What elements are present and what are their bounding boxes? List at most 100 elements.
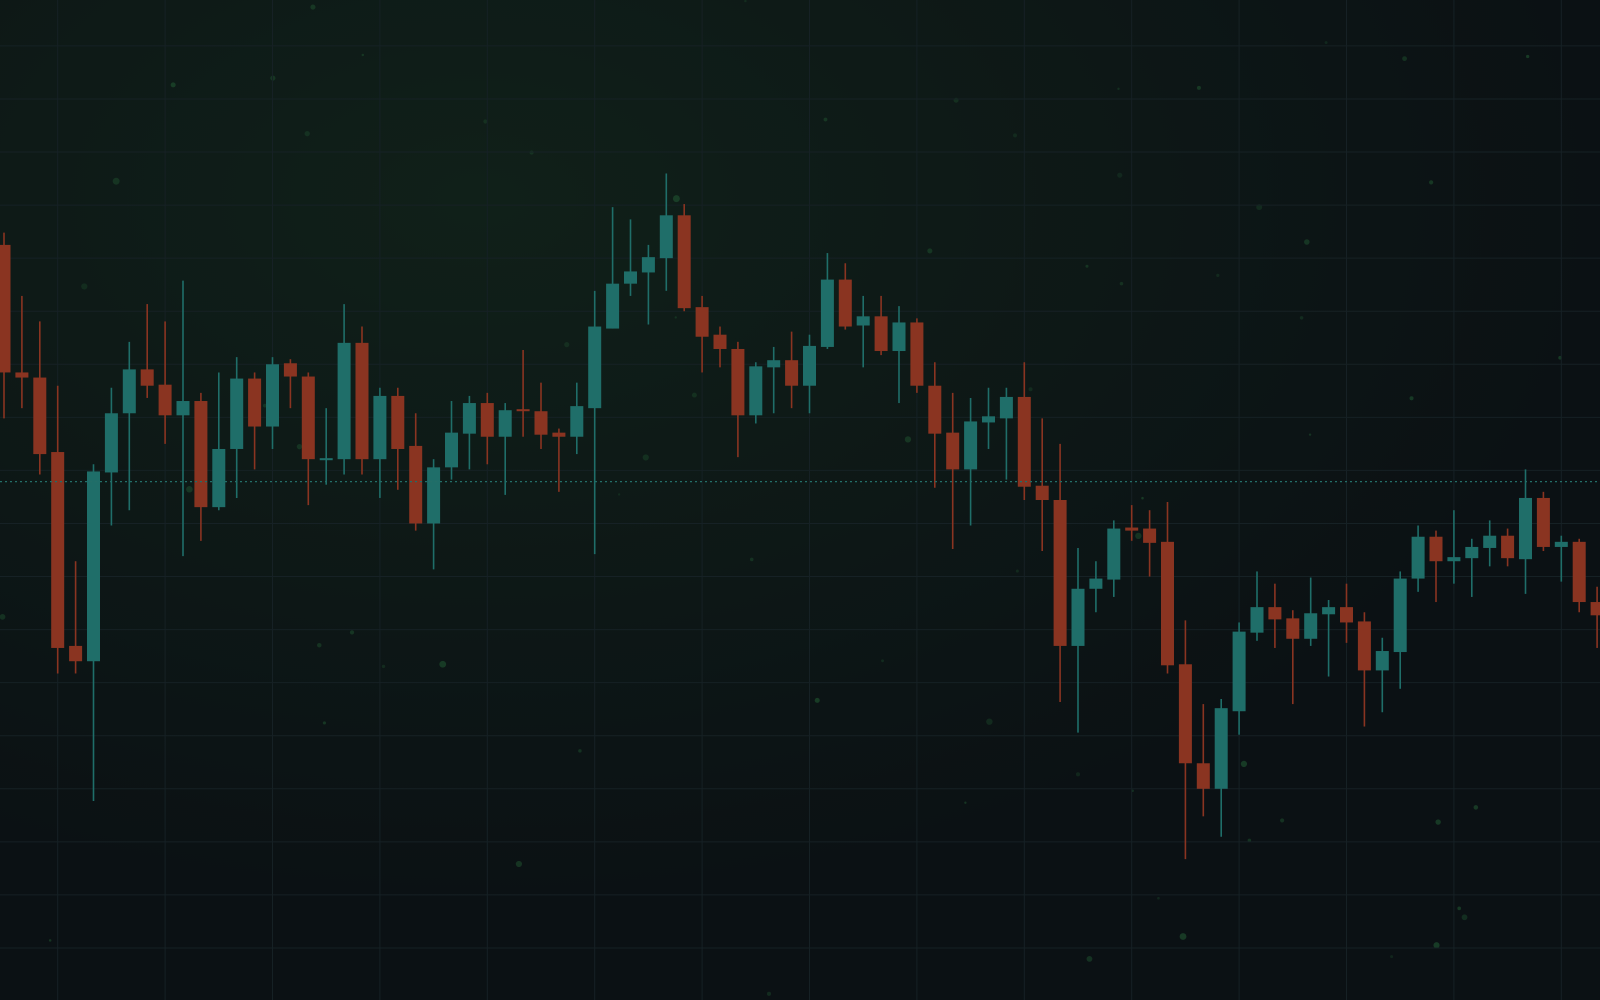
candle-body xyxy=(462,403,476,434)
candle-body xyxy=(1268,607,1282,620)
candle-body xyxy=(767,360,781,368)
speckle xyxy=(349,630,355,635)
candle-body xyxy=(659,215,673,259)
candle-body xyxy=(1447,557,1461,562)
candle-body xyxy=(33,377,47,455)
speckle xyxy=(439,660,447,668)
candle-body xyxy=(820,279,834,347)
candle-body xyxy=(480,403,494,437)
candle-body xyxy=(15,372,29,378)
speckle xyxy=(578,749,582,753)
candle-body xyxy=(1250,607,1264,633)
speckle xyxy=(81,283,88,290)
candle-body xyxy=(427,467,441,524)
candle-body xyxy=(982,416,995,423)
candle-body xyxy=(588,326,602,409)
candle-body xyxy=(69,645,83,662)
speckle xyxy=(1196,85,1201,90)
speckle xyxy=(564,342,570,348)
speckle xyxy=(1013,133,1018,138)
speckle xyxy=(170,82,176,88)
speckle xyxy=(744,0,747,3)
speckles xyxy=(0,0,1563,996)
candle-body xyxy=(1178,664,1192,764)
speckle xyxy=(642,454,649,461)
candle-body xyxy=(838,279,852,327)
candle-body xyxy=(785,360,799,386)
candle-body xyxy=(158,384,172,416)
candle-body xyxy=(87,471,100,662)
speckle xyxy=(1324,41,1328,45)
speckle xyxy=(672,195,680,203)
speckle xyxy=(0,613,6,620)
candle-body xyxy=(910,322,924,386)
speckle xyxy=(529,150,534,155)
candle-body xyxy=(1107,528,1121,580)
candle-body xyxy=(140,369,154,386)
candle-body xyxy=(51,452,65,648)
speckle xyxy=(483,119,488,124)
candle-body xyxy=(892,322,906,352)
candle-body xyxy=(570,406,584,437)
candle-body xyxy=(749,366,763,416)
candle-body xyxy=(695,307,709,337)
speckle xyxy=(1179,933,1187,940)
speckle xyxy=(515,860,523,868)
candle-body xyxy=(1501,535,1515,559)
candle-body xyxy=(266,364,279,427)
candle-body xyxy=(498,410,512,437)
speckle xyxy=(1390,955,1394,959)
speckle xyxy=(1304,239,1310,245)
candle-body xyxy=(176,401,190,416)
candle-body xyxy=(677,215,691,309)
speckle xyxy=(112,177,120,185)
candle-body xyxy=(1536,497,1550,547)
speckle xyxy=(823,117,828,122)
candle-body xyxy=(1196,763,1210,789)
candle-body xyxy=(1554,541,1568,547)
speckle xyxy=(674,316,677,319)
speckle xyxy=(1299,316,1304,320)
candle-body xyxy=(337,342,351,460)
candle-body xyxy=(1071,588,1085,646)
candle-body xyxy=(391,395,405,449)
speckle xyxy=(1525,54,1530,59)
candle-body xyxy=(283,363,297,377)
candle-body xyxy=(1340,607,1353,623)
speckle xyxy=(1216,273,1220,278)
speckle xyxy=(1461,914,1468,921)
candle-body xyxy=(230,378,244,449)
candle-body xyxy=(999,396,1013,419)
speckle xyxy=(927,248,933,254)
candle-body xyxy=(319,458,333,461)
candle-body xyxy=(624,271,637,284)
candle-body xyxy=(1393,578,1407,653)
candle-body xyxy=(946,432,960,470)
candle-body xyxy=(1357,621,1371,671)
candle-body xyxy=(1125,527,1139,531)
candle-body xyxy=(928,385,942,434)
speckle xyxy=(1402,56,1407,62)
candle-body xyxy=(445,432,458,468)
speckle xyxy=(381,664,386,669)
candle-body xyxy=(1519,497,1532,560)
candle-body xyxy=(1017,396,1031,487)
candle-body xyxy=(1035,485,1049,500)
candle-body xyxy=(1572,541,1586,603)
speckle xyxy=(1240,760,1248,768)
speckle xyxy=(1157,896,1160,900)
candle-body xyxy=(0,244,11,373)
speckle xyxy=(304,130,310,137)
speckle xyxy=(1141,496,1144,500)
speckle xyxy=(1473,805,1479,810)
speckle xyxy=(322,721,326,725)
candle-body xyxy=(1411,536,1425,579)
speckle xyxy=(986,718,993,725)
candle-body xyxy=(713,334,727,349)
speckle xyxy=(296,444,303,450)
speckle xyxy=(317,642,322,648)
candle-body xyxy=(1286,618,1300,639)
candle-body xyxy=(194,401,208,508)
